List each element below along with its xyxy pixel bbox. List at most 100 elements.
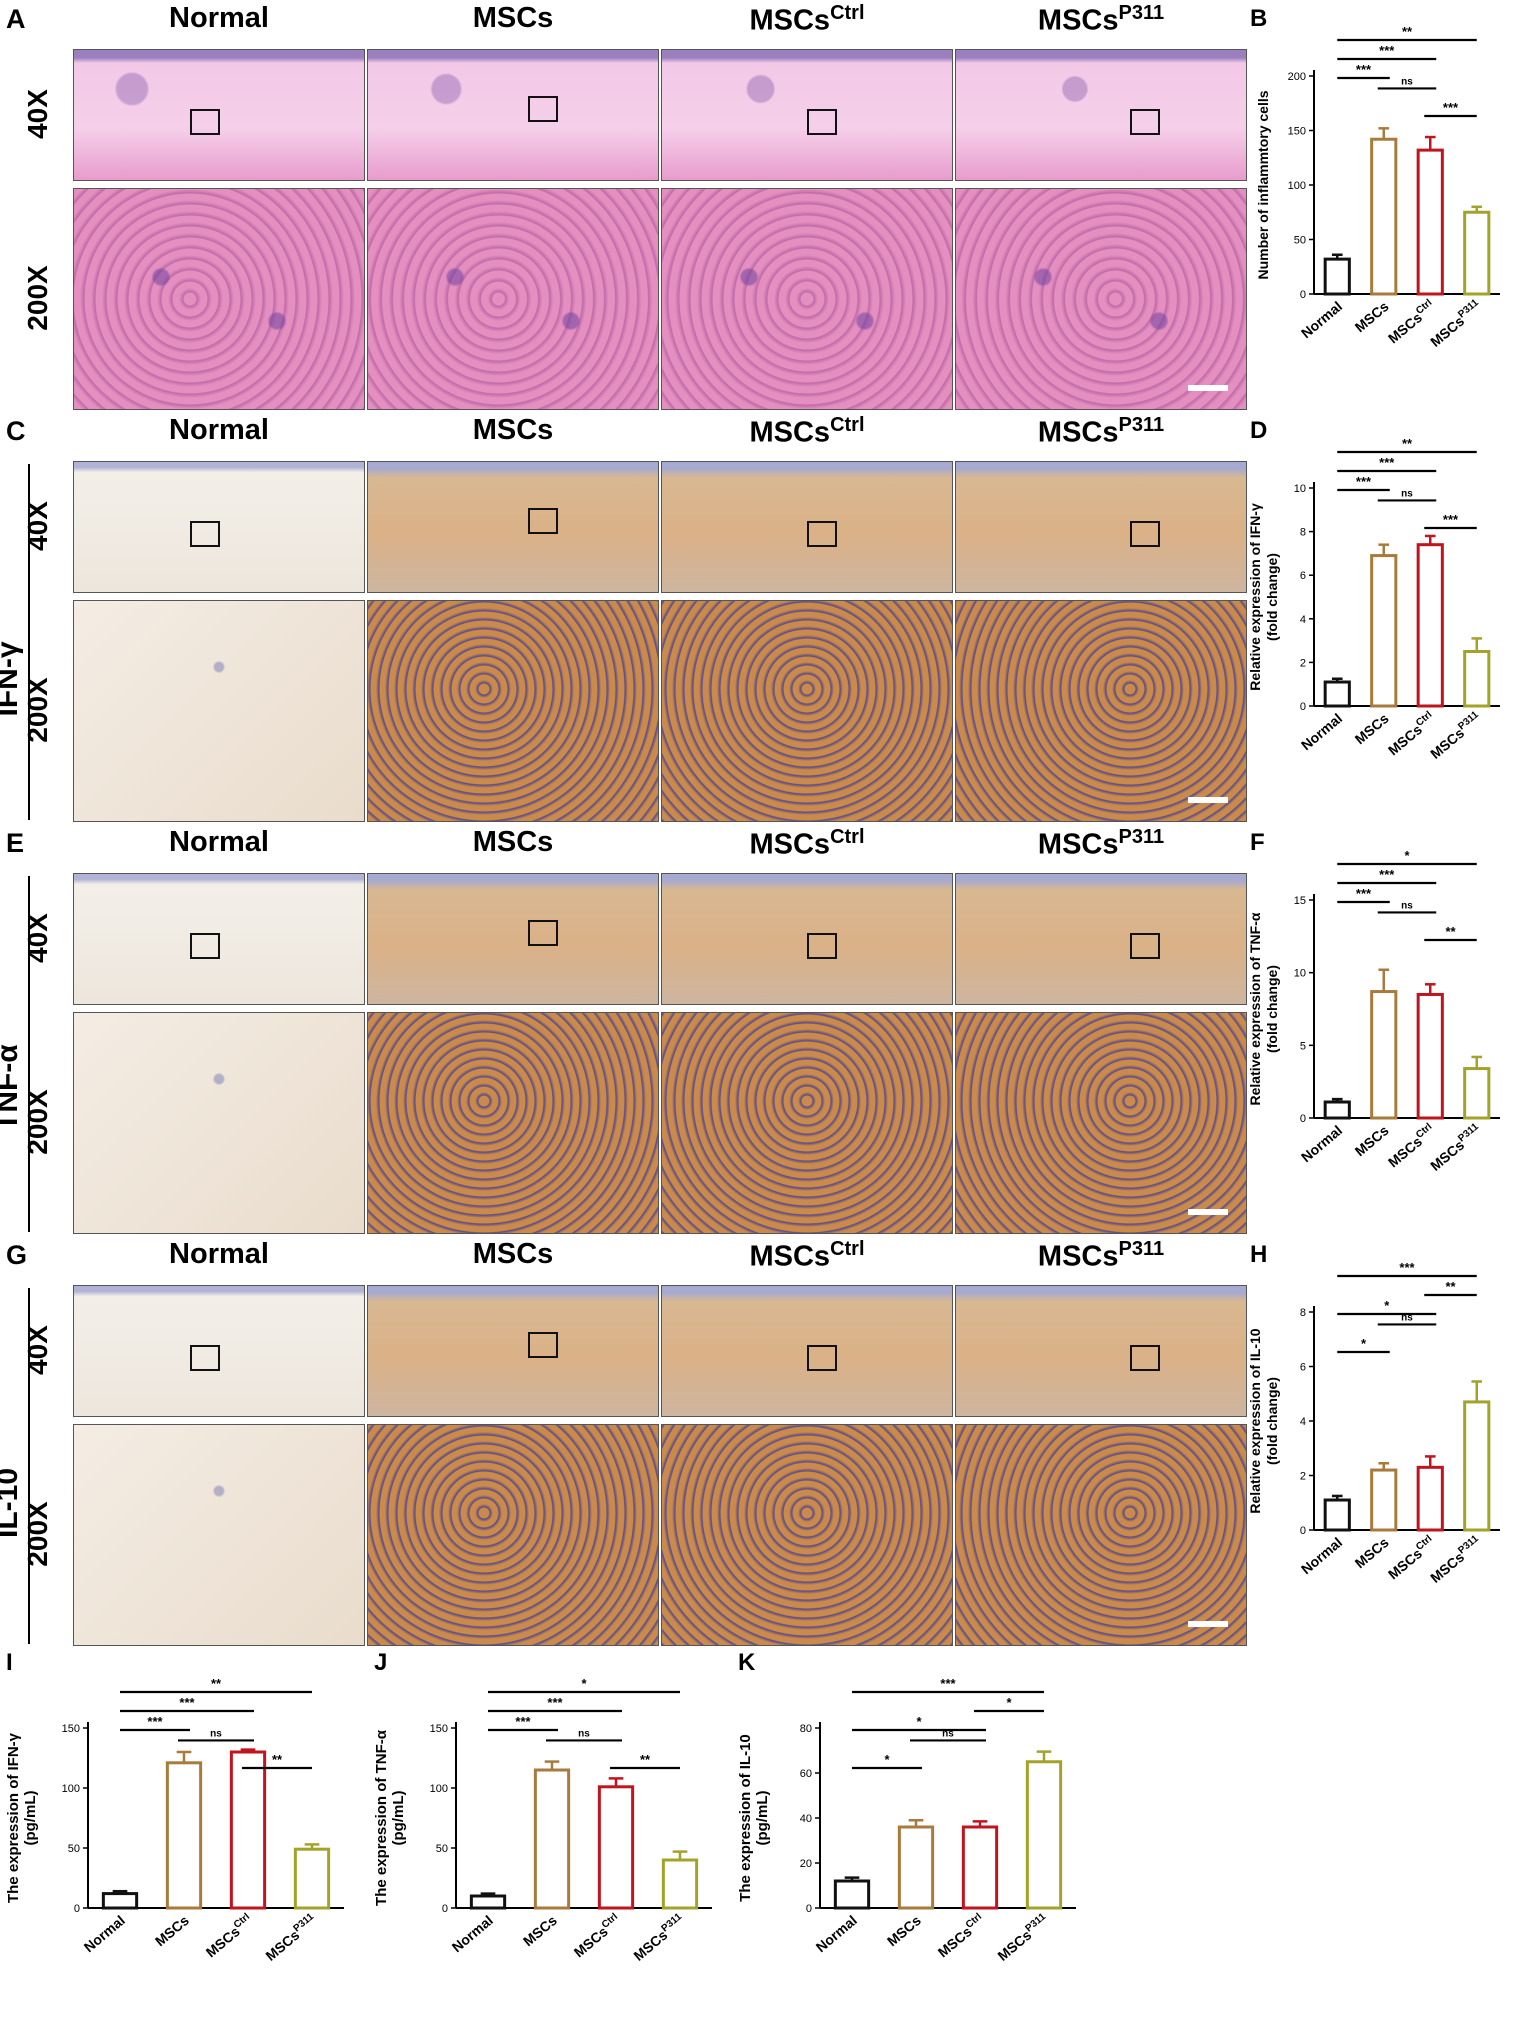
bar (897, 1825, 935, 1910)
significance-label: *** (1443, 100, 1459, 115)
micrograph-40x (367, 1285, 659, 1417)
significance-label: * (1404, 848, 1410, 863)
significance-label: ** (1445, 924, 1456, 939)
y-tick-label: 100 (62, 1783, 80, 1795)
x-tick-label: MSCsP311 (1426, 709, 1485, 762)
y-tick-label: 0 (1300, 701, 1306, 713)
y-axis-label-line: Relative expression of IFN-γ (1248, 503, 1263, 691)
zoom-region-box (1130, 520, 1160, 547)
zoom-region-box (807, 108, 837, 135)
y-tick-label: 8 (1300, 1307, 1306, 1319)
x-tick-label: MSCsP311 (262, 1911, 321, 1964)
x-tick-label: MSCs (884, 1912, 924, 1949)
zoom-region-box (807, 1344, 837, 1371)
micrograph-200x (955, 188, 1247, 410)
bar (1416, 992, 1444, 1120)
column-header: MSCsCtrl (749, 414, 865, 449)
y-axis-label-unit: (pg/mL) (22, 1791, 39, 1846)
chart-d: D Relative expression of IFN-γ(fold chang… (1248, 417, 1500, 762)
micrograph-200x (955, 1424, 1247, 1646)
significance-label: ** (640, 1752, 651, 1767)
significance-label: *** (1379, 867, 1395, 882)
bar (1416, 1465, 1444, 1532)
y-tick-label: 0 (1300, 1113, 1306, 1125)
bar (597, 1785, 635, 1910)
y-tick-label: 200 (1288, 71, 1306, 83)
micrograph-200x (73, 1012, 365, 1234)
y-tick-label: 100 (1288, 180, 1306, 192)
y-tick-label: 0 (1300, 1525, 1306, 1537)
column-header: MSCs (472, 826, 554, 858)
panel-letter: H (1250, 1241, 1267, 1268)
chart-h: H Relative expression of IL-10(fold chang… (1248, 1241, 1500, 1586)
bar (1463, 1400, 1491, 1532)
y-axis-label: Relative expression of TNF-α(fold change… (1248, 912, 1280, 1105)
bar (661, 1858, 699, 1910)
x-tick-label: MSCs (520, 1912, 560, 1949)
stain-marker-label: IFN-γ (0, 641, 24, 717)
bar (1370, 990, 1398, 1120)
column-header: MSCsP311 (1037, 1238, 1165, 1273)
micrograph-200x (367, 600, 659, 822)
x-tick-label-sup: P311 (1456, 1121, 1481, 1144)
micrograph-40x (367, 873, 659, 1005)
y-tick-label: 4 (1300, 614, 1306, 626)
column-header: MSCs (472, 1238, 554, 1270)
x-tick-label: MSCsP311 (1426, 1533, 1485, 1586)
x-tick-label: Normal (449, 1912, 496, 1955)
y-axis-label-line: The expression of IFN-γ (5, 1732, 22, 1903)
y-tick-label: 150 (430, 1723, 448, 1735)
panel-letter: D (1250, 417, 1267, 444)
bar (293, 1847, 331, 1910)
bar (1370, 137, 1398, 296)
significance-label: * (1384, 1298, 1390, 1313)
micrograph-200x (661, 1424, 953, 1646)
y-tick-label: 8 (1300, 527, 1306, 539)
scale-bar (1188, 1209, 1228, 1215)
bar (533, 1768, 571, 1910)
x-tick-label-sup: P311 (292, 1911, 317, 1934)
micrograph-40x (73, 873, 365, 1005)
x-tick-label: Normal (1298, 298, 1345, 341)
magnification-label: 40X (22, 913, 53, 963)
y-axis-label: Relative expression of IFN-γ(fold change… (1248, 503, 1280, 691)
micrograph-40x (661, 1285, 953, 1417)
significance-label: * (916, 1714, 922, 1729)
y-tick-label: 10 (1294, 483, 1306, 495)
bar (1416, 148, 1444, 296)
x-tick-label: MSCsCtrl (202, 1911, 256, 1960)
x-tick-label: MSCs (152, 1912, 192, 1949)
micrograph-200x (955, 600, 1247, 822)
significance-label: *** (1443, 512, 1459, 527)
y-tick-label: 4 (1300, 1416, 1306, 1428)
magnification-label: 40X (22, 89, 53, 139)
zoom-region-box (527, 1331, 558, 1358)
x-tick-label-sup: P311 (1456, 297, 1481, 320)
y-tick-label: 0 (442, 1903, 448, 1915)
micrograph-40x (367, 461, 659, 593)
y-axis-label-line: Relative expression of IL-10 (1248, 1328, 1263, 1513)
column-header: MSCsCtrl (749, 1238, 865, 1273)
zoom-region-box (1130, 1344, 1160, 1371)
column-header: MSCs (472, 414, 554, 446)
scale-bar (1188, 1621, 1228, 1627)
stain-marker-label: IL-10 (0, 1467, 24, 1539)
micrograph-40x (661, 49, 953, 181)
column-header: Normal (169, 826, 269, 858)
column-header: MSCsCtrl (749, 826, 865, 861)
zoom-region-box (190, 932, 220, 959)
micrograph-40x (73, 49, 365, 181)
bar (1323, 257, 1351, 296)
x-tick-label: MSCsP311 (630, 1911, 689, 1964)
chart-f: F Relative expression of TNF-α(fold chang… (1248, 829, 1500, 1174)
column-header: MSCsP311 (1037, 414, 1165, 449)
x-tick-label-main: Normal (1298, 298, 1345, 341)
stain-marker-label: TNF-α (0, 1044, 24, 1131)
chart-k: K The expression of IL-10(pg/mL) 0 20 40 60 80… (737, 1649, 1076, 1964)
panel-letter-a: A (6, 4, 26, 34)
y-tick-label: 50 (436, 1843, 448, 1855)
micrograph-200x (661, 188, 953, 410)
y-tick-label: 60 (800, 1768, 812, 1780)
significance-label: *** (1399, 1260, 1415, 1275)
panel-letter-e: E (6, 828, 25, 858)
